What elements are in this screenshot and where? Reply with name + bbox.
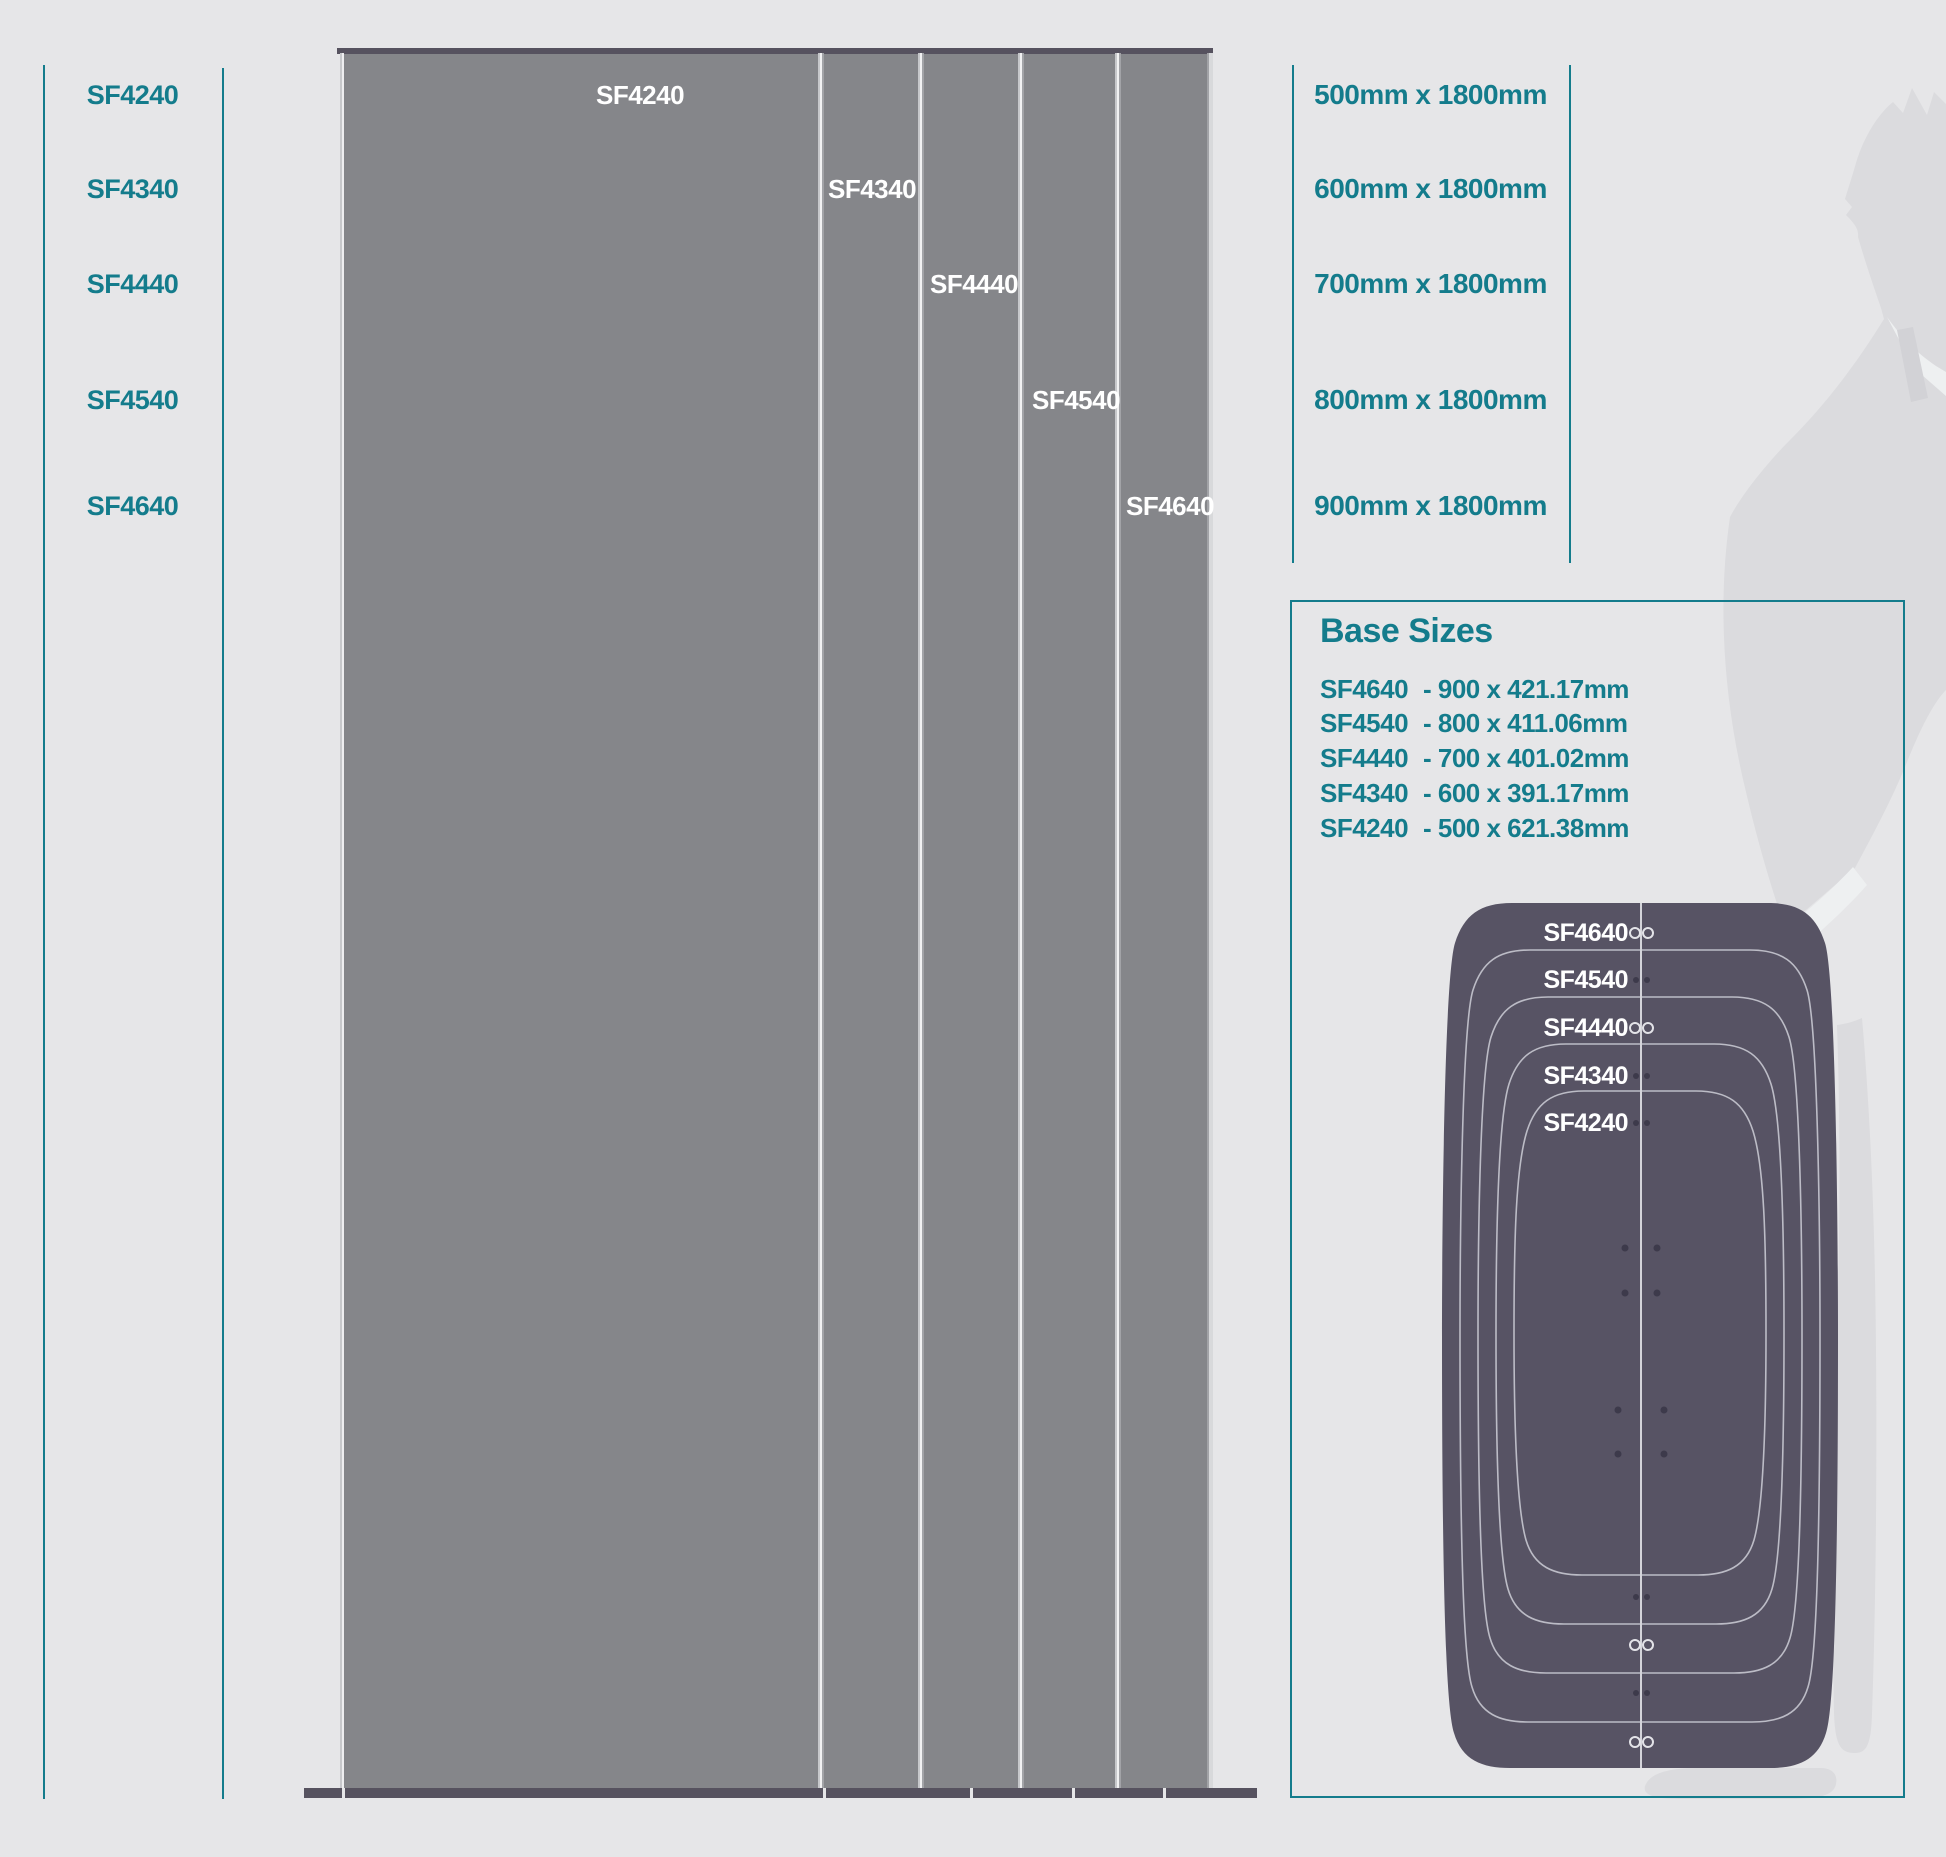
- base-size-dimensions: - 900 x 421.17mm: [1423, 674, 1629, 704]
- base-plate-outline-sf4240: [1513, 1090, 1767, 1576]
- left-bracket-line-outer: [43, 65, 45, 1799]
- base-size-model: SF4540: [1320, 708, 1409, 738]
- left-bracket-line-inner: [222, 68, 224, 1799]
- base-size-row: SF4440 - 700 x 401.02mm: [1320, 741, 1629, 775]
- size-700x1800: 700mm x 1800mm: [1314, 268, 1547, 299]
- screw-hole-dots: [1614, 977, 1668, 1696]
- base-plate-outline-sf4340: [1495, 1043, 1785, 1625]
- base-plate-label-sf4540: SF4540: [1543, 966, 1628, 994]
- banner-divider-2: [918, 53, 924, 1788]
- base-size-dimensions: - 500 x 621.38mm: [1423, 813, 1629, 843]
- silhouette-body: [1723, 88, 1946, 928]
- banner-top-rail: [337, 48, 1213, 54]
- banner-panels: [340, 53, 1210, 1788]
- panel-label-sf4540: SF4540: [1032, 385, 1121, 415]
- size-bracket-line-left: [1292, 65, 1294, 563]
- banner-right-edge: [1207, 53, 1213, 1788]
- base-size-row: SF4640 - 900 x 421.17mm: [1320, 672, 1629, 706]
- banner-base-bar: [304, 1788, 1257, 1798]
- base-bar-gap: [1163, 1788, 1166, 1798]
- banner-divider-4: [1115, 53, 1121, 1788]
- banner-left-edge: [340, 53, 344, 1788]
- base-plate-label-sf4440: SF4440: [1543, 1014, 1628, 1042]
- panel-label-sf4340: SF4340: [828, 174, 917, 204]
- silhouette-tie: [1897, 327, 1928, 402]
- base-plate-outline-sf4440: [1477, 996, 1803, 1674]
- base-plate-label-sf4240: SF4240: [1543, 1109, 1628, 1137]
- base-size-dimensions: - 700 x 401.02mm: [1423, 743, 1629, 773]
- base-size-row: SF4540 - 800 x 411.06mm: [1320, 706, 1628, 740]
- base-size-model: SF4340: [1320, 778, 1409, 808]
- base-size-dimensions: - 800 x 411.06mm: [1423, 708, 1628, 738]
- size-900x1800: 900mm x 1800mm: [1314, 490, 1547, 521]
- size-bracket-line-right: [1569, 65, 1571, 563]
- size-500x1800: 500mm x 1800mm: [1314, 79, 1547, 110]
- base-size-row: SF4240 - 500 x 621.38mm: [1320, 811, 1629, 845]
- screw-hole-rings: [1629, 927, 1654, 1748]
- silhouette-leg: [1832, 1018, 1877, 1753]
- panel-label-sf4640: SF4640: [1126, 491, 1215, 521]
- silhouette-shoe: [1644, 1768, 1837, 1799]
- left-model-sf4440: SF4440: [86, 269, 179, 299]
- left-model-sf4540: SF4540: [86, 385, 179, 415]
- base-size-model: SF4640: [1320, 674, 1409, 704]
- panel-label-sf4240: SF4240: [596, 80, 685, 110]
- base-size-model: SF4440: [1320, 743, 1409, 773]
- base-sizes-box: [1290, 600, 1905, 1798]
- left-model-sf4640: SF4640: [86, 491, 179, 521]
- base-plate-label-sf4340: SF4340: [1543, 1062, 1628, 1090]
- left-model-sf4240: SF4240: [86, 80, 179, 110]
- base-plate-outline-sf4540: [1459, 949, 1821, 1723]
- base-size-row: SF4340 - 600 x 391.17mm: [1320, 776, 1629, 810]
- base-bar-gap: [823, 1788, 826, 1798]
- left-model-sf4340: SF4340: [86, 174, 179, 204]
- base-bar-gap: [1072, 1788, 1075, 1798]
- base-bar-gap: [342, 1788, 345, 1798]
- base-size-model: SF4240: [1320, 813, 1409, 843]
- base-bar-gap: [970, 1788, 973, 1798]
- base-size-dimensions: - 600 x 391.17mm: [1423, 778, 1629, 808]
- base-sizes-title: Base Sizes: [1320, 612, 1493, 650]
- base-plate-label-sf4640: SF4640: [1543, 919, 1628, 947]
- size-600x1800: 600mm x 1800mm: [1314, 173, 1547, 204]
- size-800x1800: 800mm x 1800mm: [1314, 384, 1547, 415]
- banner-divider-1: [818, 53, 824, 1788]
- panel-label-sf4440: SF4440: [930, 269, 1019, 299]
- banner-divider-3: [1018, 53, 1024, 1788]
